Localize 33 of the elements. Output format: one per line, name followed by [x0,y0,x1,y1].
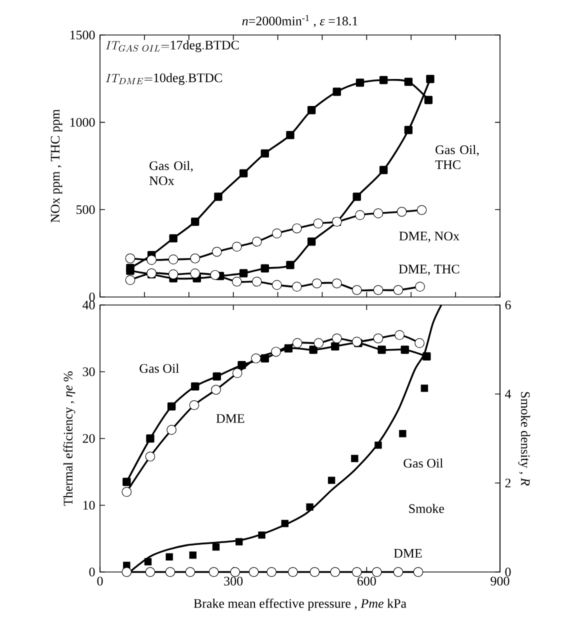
x-tick-label: 300 [224,576,243,586]
chart-title: n=2000min$^{-1}$ , ε =18.1 [242,14,358,28]
annotation: DME [216,414,244,423]
y-axis-title: NOx ppm , THC ppm [50,109,62,222]
x-tick-label: 0 [97,576,103,586]
annotation: Gas Oil, THC [435,145,479,170]
annotation: DME, THC [398,264,460,276]
annotation: Gas Oil, NOx [149,160,193,186]
y-axis-title: Thermal efficiency , ηe % [63,371,76,506]
x-axis-title: Brake mean effective pressure , Pme kPa [194,598,406,610]
x-tick-label: 600 [357,576,376,586]
annotation: Gas Oil [404,458,443,468]
y-tick-label: 10 [83,500,95,510]
y2-axis-title: Smoke density , R [518,392,530,486]
annotation: $IT_{DME}{=}\mathrm{10deg.BTDC}$ [106,73,222,85]
y-tick-label: 20 [82,434,95,443]
y-tick-label: 30 [82,367,95,376]
y-tick-label: 40 [82,300,95,310]
annotation: DME, NOx [399,232,460,242]
annotation: Gas Oil [140,364,179,373]
y2-tick-label: 0 [505,568,511,576]
y-tick-label: 0 [89,292,95,302]
y2-tick-label: 6 [505,300,511,310]
y-tick-label: 1500 [70,30,95,40]
x-tick-label: 900 [490,576,510,586]
annotation: DME [394,549,422,558]
y-tick-label: 0 [89,568,95,576]
annotation: $IT_{GAS\ OIL}{=}\mathrm{17deg.BTDC}$ [106,40,239,52]
y2-tick-label: 4 [504,390,512,398]
y-tick-label: 500 [76,205,95,214]
y-tick-label: 1000 [70,118,95,127]
annotation: Smoke [409,504,444,514]
y2-tick-label: 2 [505,478,511,488]
